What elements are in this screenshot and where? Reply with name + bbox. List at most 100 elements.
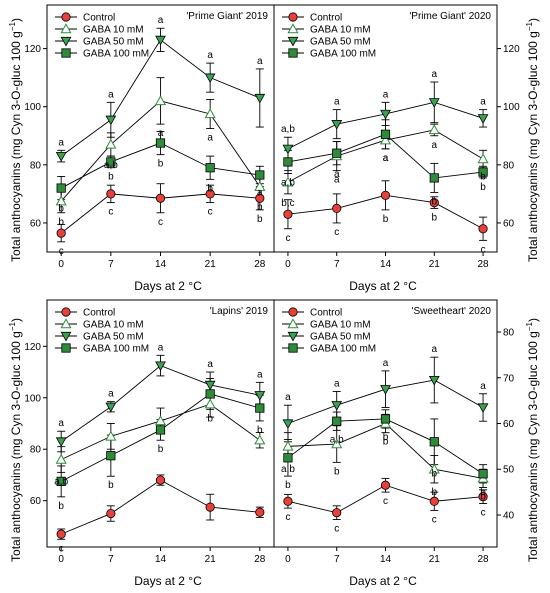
data-point <box>282 176 294 187</box>
data-point <box>155 193 166 203</box>
data-point <box>331 438 343 449</box>
significance-letter: b <box>334 466 340 477</box>
panel-title: 'Prime Giant' 2019 <box>186 11 268 22</box>
y-tick-label: 100 <box>24 102 41 113</box>
significance-letter: b,c <box>281 198 294 209</box>
data-point <box>254 434 266 445</box>
x-tick-label: 0 <box>58 259 64 270</box>
significance-letter: a <box>158 15 164 26</box>
legend-label: GABA 10 mM <box>310 25 371 36</box>
significance-letter: a <box>58 418 64 429</box>
data-point <box>429 198 439 208</box>
significance-letter: a <box>334 378 340 389</box>
ylabel-bottom-right: Total anthocyanins (mg Cyn 3-O-gluc 100 … <box>525 318 540 562</box>
panel-title: 'Prime Giant' 2020 <box>409 11 491 22</box>
y-tick-label: 120 <box>503 44 520 55</box>
legend-label: GABA 50 mM <box>310 332 371 343</box>
significance-letter: a <box>257 369 263 380</box>
data-point <box>55 195 67 206</box>
data-point <box>154 415 167 426</box>
legend-label: Control <box>310 308 342 319</box>
legend-marker <box>287 36 299 47</box>
xlabel-top-left: Days at 2 °C <box>134 279 202 293</box>
data-point <box>429 437 439 447</box>
significance-letter: b <box>58 501 64 512</box>
significance-letter: a <box>158 342 164 353</box>
x-tick-label: 7 <box>334 259 340 270</box>
y-tick-label: 80 <box>30 445 42 456</box>
legend-marker <box>288 307 298 317</box>
data-point <box>55 437 67 448</box>
data-point <box>254 93 266 104</box>
legend-marker <box>287 318 299 329</box>
y-tick-label: 60 <box>503 419 515 430</box>
significance-letter: a,b <box>104 160 118 171</box>
significance-letter: c <box>59 246 64 257</box>
data-point <box>56 529 66 539</box>
data-point <box>204 398 216 409</box>
data-point <box>478 167 488 177</box>
significance-letter: c <box>208 207 213 218</box>
legend-marker <box>60 23 72 34</box>
x-tick-label: 14 <box>155 259 167 270</box>
significance-letter: c <box>108 207 113 218</box>
data-point <box>106 189 116 199</box>
x-tick-label: 21 <box>205 259 217 270</box>
legend-label: GABA 100 mM <box>83 49 149 60</box>
significance-letter: b <box>58 204 64 215</box>
data-point <box>283 209 293 219</box>
data-point <box>332 203 342 214</box>
data-point <box>204 380 216 391</box>
legend-label: GABA 10 mM <box>83 320 144 331</box>
data-point <box>332 148 342 158</box>
significance-letter: b <box>432 196 438 207</box>
significance-letter: a <box>108 389 114 400</box>
significance-letter: a <box>58 137 64 148</box>
significance-letter: a,b <box>330 434 344 445</box>
significance-letter: b <box>108 172 114 183</box>
significance-letter: b <box>257 202 263 213</box>
data-point <box>204 108 216 119</box>
x-tick-label: 28 <box>478 554 490 565</box>
significance-letter: c <box>285 512 290 523</box>
ylabel-text: Total anthocyanins (mg Cyn 3-O-gluc 100 … <box>526 331 540 562</box>
significance-letter: a <box>207 133 213 144</box>
legend-label: GABA 100 mM <box>83 344 149 355</box>
ylabel-top-left: Total anthocyanins (mg Cyn 3-O-gluc 100 … <box>8 18 23 262</box>
significance-letter: a <box>334 97 340 108</box>
ylabel-sup: −1 <box>525 21 534 31</box>
significance-letter: c <box>334 524 339 535</box>
legend-marker <box>61 48 71 58</box>
significance-letter: b <box>480 492 486 503</box>
significance-letter: b <box>383 432 389 443</box>
series-line-0 <box>61 479 260 535</box>
legend-label: GABA 50 mM <box>83 332 144 343</box>
data-point <box>477 153 489 164</box>
ylabel-sup: −1 <box>525 321 534 331</box>
significance-letter: c <box>158 217 163 228</box>
significance-letter: b <box>158 444 164 455</box>
data-point <box>106 451 116 461</box>
data-point <box>255 403 265 413</box>
significance-letter: c <box>432 514 437 525</box>
significance-letter: b <box>207 413 213 424</box>
x-tick-label: 7 <box>108 259 114 270</box>
significance-letter: b <box>432 212 438 223</box>
data-point <box>105 402 117 413</box>
ylabel-text: Total anthocyanins (mg Cyn 3-O-gluc 100 … <box>9 331 23 562</box>
y-tick-label: 100 <box>503 102 520 113</box>
data-point <box>55 453 67 464</box>
x-tick-label: 7 <box>334 554 340 565</box>
significance-letter: b <box>383 214 389 225</box>
ylabel-top-right: Total anthocyanins (mg Cyn 3-O-gluc 100 … <box>525 18 540 262</box>
data-point <box>331 120 343 130</box>
data-point <box>282 419 294 430</box>
ylabel-close: ) <box>526 18 540 22</box>
x-tick-label: 0 <box>285 259 291 270</box>
significance-letter: b <box>285 480 291 491</box>
data-point <box>332 416 342 426</box>
x-tick-label: 21 <box>429 554 441 565</box>
significance-letter: c <box>285 233 290 244</box>
